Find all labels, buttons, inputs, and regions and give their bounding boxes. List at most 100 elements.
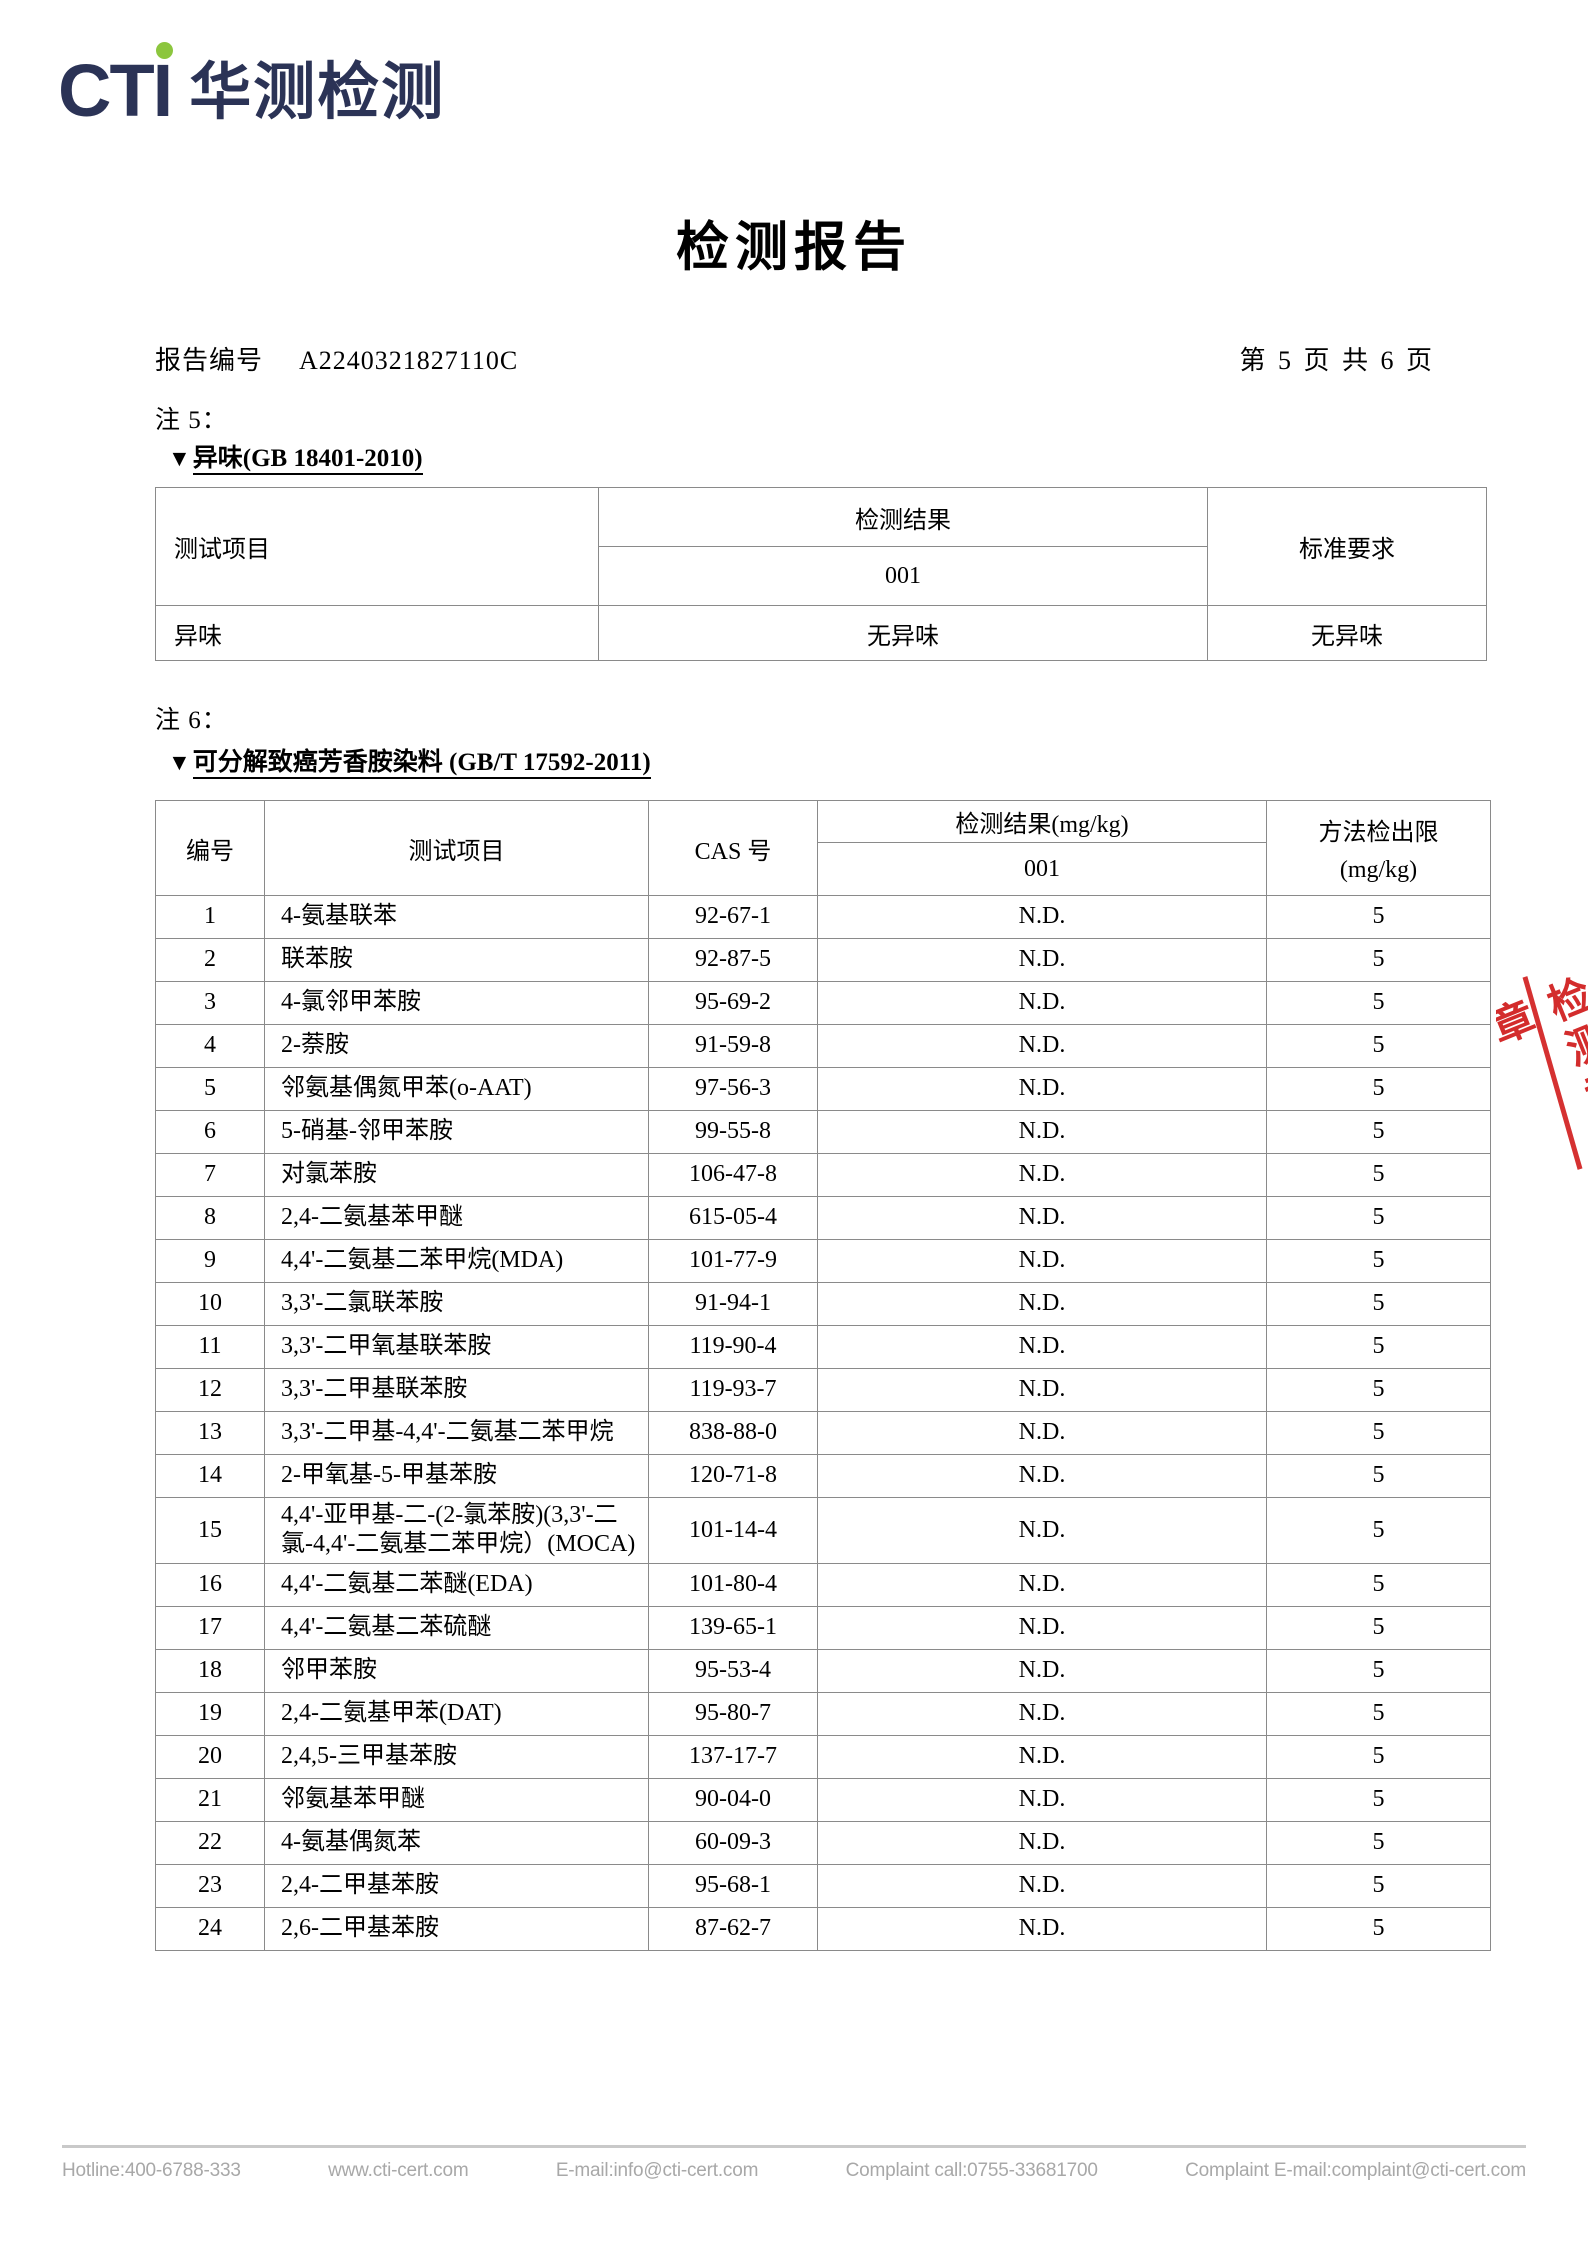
amine-row-item: 2,4-二氨基苯甲醚 <box>264 1196 649 1240</box>
amine-row-cas: 838-88-0 <box>648 1411 818 1455</box>
amine-row-result: N.D. <box>817 1906 1267 1951</box>
note6-section-heading: ▼可分解致癌芳香胺染料 (GB/T 17592-2011) <box>168 742 651 779</box>
page-indicator: 第 5 页 共 6 页 <box>1239 346 1435 375</box>
table-row: 22 4-氨基偶氮苯 60-09-3 N.D. 5 <box>155 1820 1491 1865</box>
amine-row-no: 3 <box>155 981 265 1025</box>
amine-row-lod: 5 <box>1266 1777 1491 1822</box>
amine-row-cas: 119-93-7 <box>648 1368 818 1412</box>
amine-row-cas: 95-68-1 <box>648 1863 818 1908</box>
amine-row-cas: 92-87-5 <box>648 938 818 982</box>
odor-col-item-header: 测试项目 <box>155 487 599 606</box>
amine-row-cas: 90-04-0 <box>648 1777 818 1822</box>
amine-row-cas: 99-55-8 <box>648 1110 818 1154</box>
table-row: 10 3,3'-二氯联苯胺 91-94-1 N.D. 5 <box>155 1282 1491 1326</box>
amine-row-item: 4-氨基偶氮苯 <box>264 1820 649 1865</box>
amine-row-no: 18 <box>155 1648 265 1693</box>
amine-row-no: 1 <box>155 895 265 939</box>
table-row: 16 4,4'-二氨基二苯醚(EDA) 101-80-4 N.D. 5 <box>155 1562 1491 1607</box>
footer-email[interactable]: E-mail:info@cti-cert.com <box>555 2160 759 2181</box>
table-row: 7 对氯苯胺 106-47-8 N.D. 5 <box>155 1153 1491 1197</box>
amine-row-result: N.D. <box>817 1691 1267 1736</box>
note5-section-title: 异味(GB 18401-2010) <box>192 445 423 475</box>
amine-table-body: 1 4-氨基联苯 92-67-1 N.D. 5 2 联苯胺 92-87-5 N.D. 5 3 4-氯邻… <box>155 895 1491 1951</box>
amine-row-lod: 5 <box>1266 1368 1491 1412</box>
table-row: 1 4-氨基联苯 92-67-1 N.D. 5 <box>155 895 1491 939</box>
amine-row-result: N.D. <box>817 1368 1267 1412</box>
triangle-marker-icon: ▼ <box>168 446 191 471</box>
amine-row-item: 3,3'-二氯联苯胺 <box>264 1282 649 1326</box>
amine-row-item: 3,3'-二甲基联苯胺 <box>264 1368 649 1412</box>
odor-sample-id-header: 001 <box>598 546 1208 606</box>
amine-row-no: 21 <box>155 1777 265 1822</box>
amine-row-result: N.D. <box>817 895 1267 939</box>
amine-row-item: 对氯苯胺 <box>264 1153 649 1197</box>
amine-row-lod: 5 <box>1266 1239 1491 1283</box>
amine-row-item: 4-氨基联苯 <box>264 895 649 939</box>
amine-row-lod: 5 <box>1266 1906 1491 1951</box>
amine-col-no-header: 编号 <box>155 800 265 896</box>
amine-row-result: N.D. <box>817 1734 1267 1779</box>
amine-row-result: N.D. <box>817 1325 1267 1369</box>
amine-row-lod: 5 <box>1266 938 1491 982</box>
amine-row-cas: 101-77-9 <box>648 1239 818 1283</box>
amine-row-cas: 139-65-1 <box>648 1605 818 1650</box>
amine-row-no: 22 <box>155 1820 265 1865</box>
amine-col-result-header: 检测结果(mg/kg) <box>817 800 1267 843</box>
odor-col-standard-header: 标准要求 <box>1207 487 1487 606</box>
logo-chinese-text: 华测检测 <box>189 58 446 127</box>
amine-row-lod: 5 <box>1266 1282 1491 1326</box>
amine-row-no: 24 <box>155 1906 265 1951</box>
amine-row-item: 2,4-二氨基甲苯(DAT) <box>264 1691 649 1736</box>
amine-row-no: 17 <box>155 1605 265 1650</box>
amine-row-cas: 106-47-8 <box>648 1153 818 1197</box>
amine-row-cas: 101-14-4 <box>648 1497 818 1564</box>
amine-sample-id-header: 001 <box>817 842 1267 896</box>
logo-latin-text: CTI <box>58 48 173 132</box>
note5-label: 注 5： <box>155 407 228 434</box>
footer-complaint-email[interactable]: Complaint E-mail:complaint@cti-cert.com <box>1185 2160 1526 2181</box>
table-row: 23 2,4-二甲基苯胺 95-68-1 N.D. 5 <box>155 1863 1491 1908</box>
amine-row-cas: 91-59-8 <box>648 1024 818 1068</box>
amine-row-lod: 5 <box>1266 981 1491 1025</box>
amine-row-lod: 5 <box>1266 1325 1491 1369</box>
amine-row-result: N.D. <box>817 1024 1267 1068</box>
amine-row-result: N.D. <box>817 1196 1267 1240</box>
footer-website[interactable]: www.cti-cert.com <box>328 2160 469 2181</box>
amine-row-item: 3,3'-二甲基-4,4'-二氨基二苯甲烷 <box>264 1411 649 1455</box>
odor-item-standard: 无异味 <box>1207 605 1487 661</box>
amine-table-subheader-row: 001 <box>156 842 1491 896</box>
amine-row-cas: 120-71-8 <box>648 1454 818 1498</box>
amine-row-no: 4 <box>155 1024 265 1068</box>
amine-row-result: N.D. <box>817 1239 1267 1283</box>
amine-row-lod: 5 <box>1266 1691 1491 1736</box>
amine-row-no: 12 <box>155 1368 265 1412</box>
amine-row-result: N.D. <box>817 1110 1267 1154</box>
amine-row-cas: 95-80-7 <box>648 1691 818 1736</box>
amine-row-item: 2-甲氧基-5-甲基苯胺 <box>264 1454 649 1498</box>
amine-row-no: 14 <box>155 1454 265 1498</box>
footer-divider <box>62 2145 1526 2148</box>
amine-row-no: 6 <box>155 1110 265 1154</box>
amine-row-item: 2,4,5-三甲基苯胺 <box>264 1734 649 1779</box>
table-row: 2 联苯胺 92-87-5 N.D. 5 <box>155 938 1491 982</box>
amine-row-item: 2,4-二甲基苯胺 <box>264 1863 649 1908</box>
amine-lod-header-line2: (mg/kg) <box>1339 857 1418 883</box>
table-row: 5 邻氨基偶氮甲苯(o-AAT) 97-56-3 N.D. 5 <box>155 1067 1491 1111</box>
table-row: 12 3,3'-二甲基联苯胺 119-93-7 N.D. 5 <box>155 1368 1491 1412</box>
amine-row-result: N.D. <box>817 1067 1267 1111</box>
amine-row-no: 16 <box>155 1562 265 1607</box>
amine-row-result: N.D. <box>817 1863 1267 1908</box>
amine-row-lod: 5 <box>1266 1820 1491 1865</box>
table-row: 13 3,3'-二甲基-4,4'-二氨基二苯甲烷 838-88-0 N.D. 5 <box>155 1411 1491 1455</box>
cti-logo: CTI 华测检测 <box>58 42 446 132</box>
amine-table-head: 编号 测试项目 CAS 号 检测结果(mg/kg) 方法检出限 (mg/kg) … <box>155 800 1491 896</box>
amine-row-no: 23 <box>155 1863 265 1908</box>
amine-row-no: 13 <box>155 1411 265 1455</box>
table-row: 3 4-氯邻甲苯胺 95-69-2 N.D. 5 <box>155 981 1491 1025</box>
amine-row-cas: 119-90-4 <box>648 1325 818 1369</box>
amine-row-result: N.D. <box>817 1153 1267 1197</box>
amine-col-item-header: 测试项目 <box>264 800 649 896</box>
page-title: 检测报告 <box>676 219 912 277</box>
footer-complaint-call: Complaint call:0755-33681700 <box>845 2160 1098 2181</box>
table-row: 4 2-萘胺 91-59-8 N.D. 5 <box>155 1024 1491 1068</box>
